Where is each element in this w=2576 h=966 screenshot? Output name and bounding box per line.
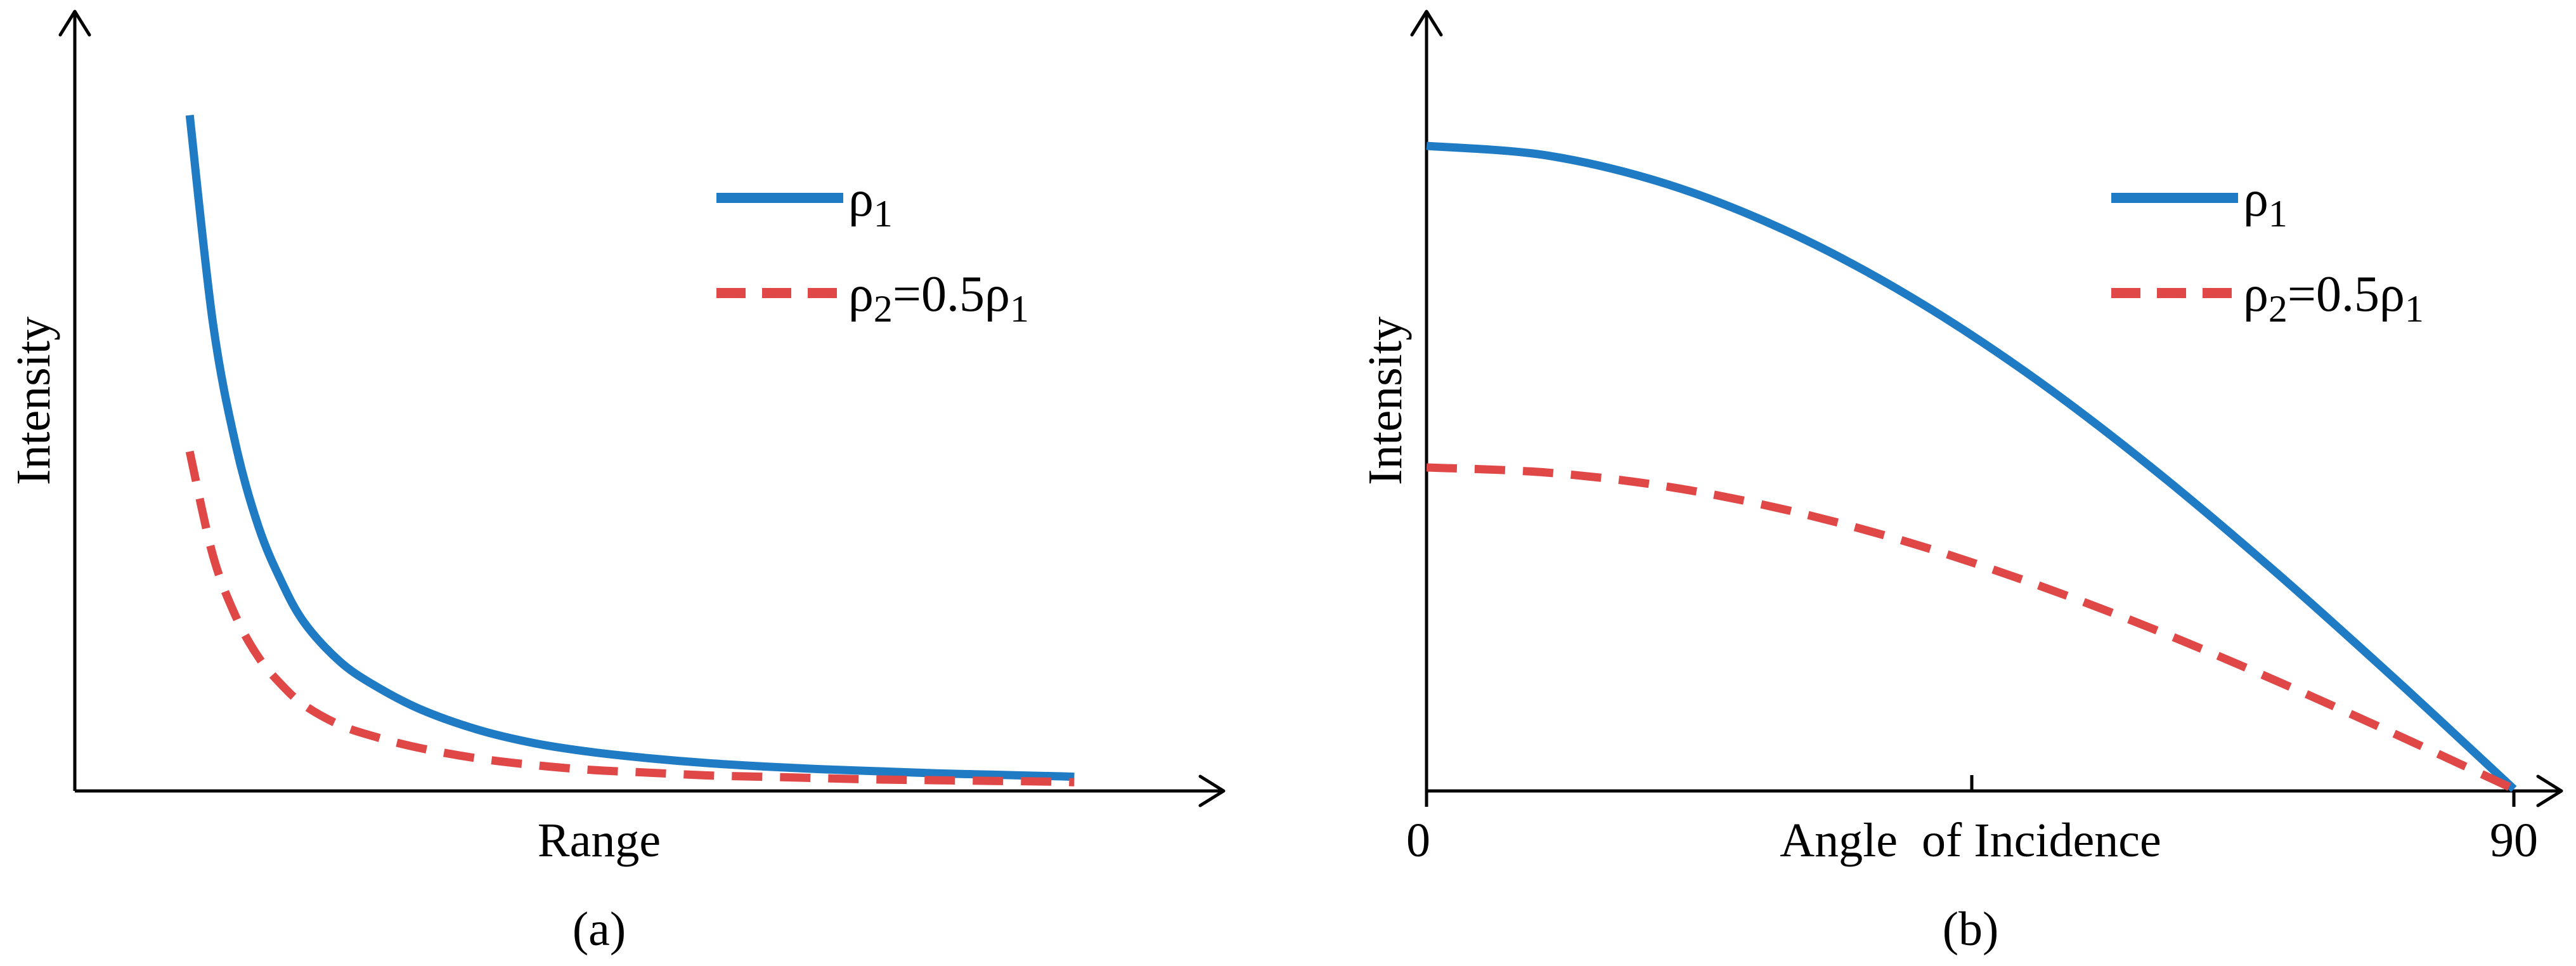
chart-b-legend-label-rho1: ρ1 xyxy=(2243,171,2288,235)
chart-b-caption: (b) xyxy=(1943,903,1999,956)
chart-b-series-line-rho1 xyxy=(1426,141,2517,792)
chart-a-series-line-rho2 xyxy=(185,450,1075,787)
chart-a-ylabel: Intensity xyxy=(7,317,60,485)
chart-b-legend: ρ1 ρ2=0.5ρ1 xyxy=(2111,171,2424,330)
chart-a-y-axis-arrow xyxy=(58,10,91,37)
chart-b-legend-label-rho2: ρ2=0.5ρ1 xyxy=(2243,266,2424,330)
chart-a-legend-label-rho1: ρ1 xyxy=(848,171,893,235)
chart-b-x-axis-arrow xyxy=(2536,774,2563,807)
chart-a-legend: ρ1 ρ2=0.5ρ1 xyxy=(716,171,1029,330)
chart-b-ylabel: Intensity xyxy=(1359,317,1412,485)
chart-a-x-axis-arrow xyxy=(1198,774,1226,807)
chart-a-legend-label-rho2: ρ2=0.5ρ1 xyxy=(848,266,1029,330)
chart-b-series-line-rho2 xyxy=(1426,463,2516,793)
chart-a-series-line-rho1 xyxy=(185,114,1075,781)
chart-a-intensity-vs-range: Intensity Range (a) ρ1 ρ2=0.5ρ1 xyxy=(7,10,1226,956)
chart-b-x-tick-label-0: 0 xyxy=(1406,814,1430,867)
chart-b-xlabel: Angle of Incidence xyxy=(1780,814,2161,867)
chart-b-intensity-vs-angle: 0 90 Intensity Angle of Incidence (b) ρ1… xyxy=(1359,10,2563,956)
chart-b-y-axis-arrow xyxy=(1410,10,1443,37)
chart-a-caption: (a) xyxy=(573,903,626,956)
chart-b-x-tick-label-90: 90 xyxy=(2490,814,2538,867)
chart-a-xlabel: Range xyxy=(538,814,661,867)
